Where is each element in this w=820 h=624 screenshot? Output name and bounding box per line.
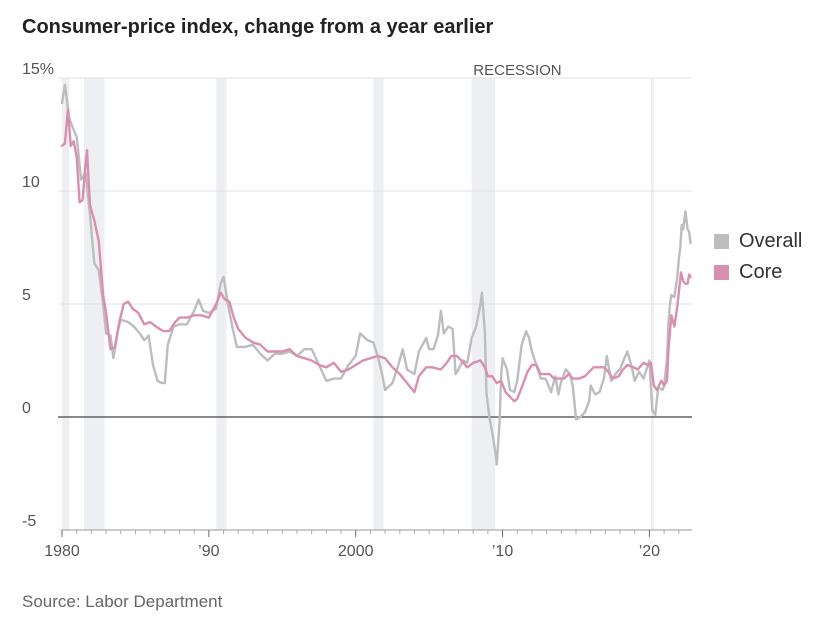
y-tick-label: 15% [22, 61, 54, 78]
recession-label: RECESSION [473, 62, 561, 79]
y-axis-ticks: 15% 10 5 0 -5 [22, 61, 54, 530]
x-tick-label: ’90 [198, 543, 219, 560]
chart-title: Consumer-price index, change from a year… [22, 16, 494, 38]
x-tick-label: 1980 [44, 543, 80, 560]
series-lines [60, 83, 692, 466]
x-tick-label: 2000 [338, 543, 374, 560]
x-axis-ticks: 1980 ’90 2000 ’10 ’20 [44, 529, 692, 560]
legend-swatch-core [714, 265, 729, 280]
legend: Overall Core [714, 226, 802, 288]
y-tick-label: 10 [22, 174, 40, 191]
legend-label-overall: Overall [739, 230, 803, 252]
y-tick-label: 5 [22, 287, 31, 304]
legend-swatch-overall [714, 234, 729, 249]
series-line-core [60, 108, 692, 403]
legend-label-core: Core [739, 261, 783, 283]
x-tick-label: ’20 [639, 543, 660, 560]
x-tick-label: ’10 [492, 543, 513, 560]
legend-item-overall: Overall [714, 226, 802, 257]
source-note: Source: Labor Department [22, 592, 223, 611]
y-tick-label: 0 [22, 400, 31, 417]
series-line-overall [60, 83, 692, 466]
legend-item-core: Core [714, 257, 802, 288]
y-tick-label: -5 [22, 513, 36, 530]
